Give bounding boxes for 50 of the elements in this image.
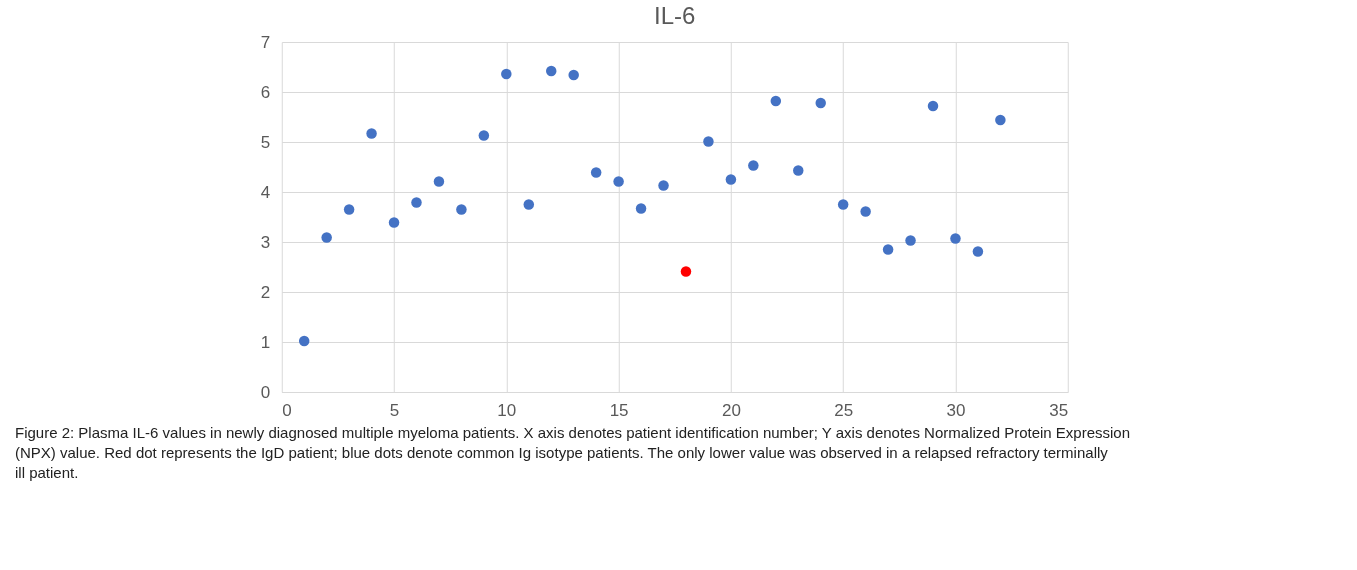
point [658, 180, 669, 191]
point [501, 68, 512, 80]
x-tick-label: 0 [282, 400, 292, 420]
y-tick-label: 7 [260, 32, 271, 52]
point [321, 232, 332, 243]
point [388, 217, 400, 228]
point [456, 204, 467, 215]
y-tick-label: 0 [260, 382, 271, 402]
point [995, 114, 1006, 126]
point [703, 136, 714, 147]
x-tick-label: 5 [389, 400, 400, 420]
y-tick-label: 5 [260, 132, 271, 152]
point [343, 204, 355, 215]
caption: Figure 2: Plasma IL-6 values in newly diagnosed multiple myeloma patients. X axis denotes patient identification number; Y axis denotes Normalized Protein Expression (NPX) value. Red dot represents the IgD patient; blue dots denote common Ig isotype patients. The only lower value was observed in a relapsed refractory terminally ill patient. [15, 424, 1131, 481]
point [748, 160, 759, 171]
point [366, 128, 377, 139]
x-tick-label: 25 [834, 400, 854, 420]
point [927, 100, 939, 112]
x-tick-label: 10 [497, 400, 517, 420]
x-tick-label: 15 [609, 400, 629, 420]
x-tick-label: 30 [946, 400, 966, 420]
point [590, 167, 602, 178]
point [725, 174, 737, 185]
point [568, 69, 579, 81]
point [972, 246, 984, 257]
point [837, 199, 849, 210]
point [793, 165, 804, 176]
point [545, 65, 557, 77]
point [635, 203, 647, 214]
point [523, 199, 535, 210]
x-tick-label: 20 [721, 400, 741, 420]
point [680, 266, 692, 277]
point [860, 206, 871, 217]
point [298, 335, 310, 347]
y-tick-label: 4 [260, 182, 271, 202]
y-tick-label: 1 [260, 332, 271, 352]
y-tick-label: 3 [260, 232, 271, 252]
x-tick-label: 35 [1049, 400, 1069, 420]
point [770, 95, 782, 107]
y-tick-label: 6 [260, 82, 271, 102]
point [411, 197, 422, 208]
point [815, 97, 826, 109]
point [613, 176, 624, 187]
y-tick-label: 2 [260, 282, 271, 302]
point [905, 235, 916, 246]
point [950, 233, 961, 244]
chart-title: IL-6 [654, 2, 696, 29]
point [882, 244, 894, 255]
point [433, 176, 445, 187]
point [478, 130, 490, 141]
